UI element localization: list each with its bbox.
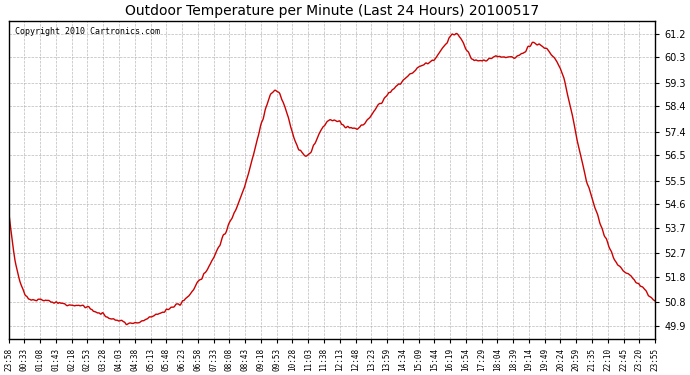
Title: Outdoor Temperature per Minute (Last 24 Hours) 20100517: Outdoor Temperature per Minute (Last 24 … bbox=[125, 4, 539, 18]
Text: Copyright 2010 Cartronics.com: Copyright 2010 Cartronics.com bbox=[15, 27, 160, 36]
